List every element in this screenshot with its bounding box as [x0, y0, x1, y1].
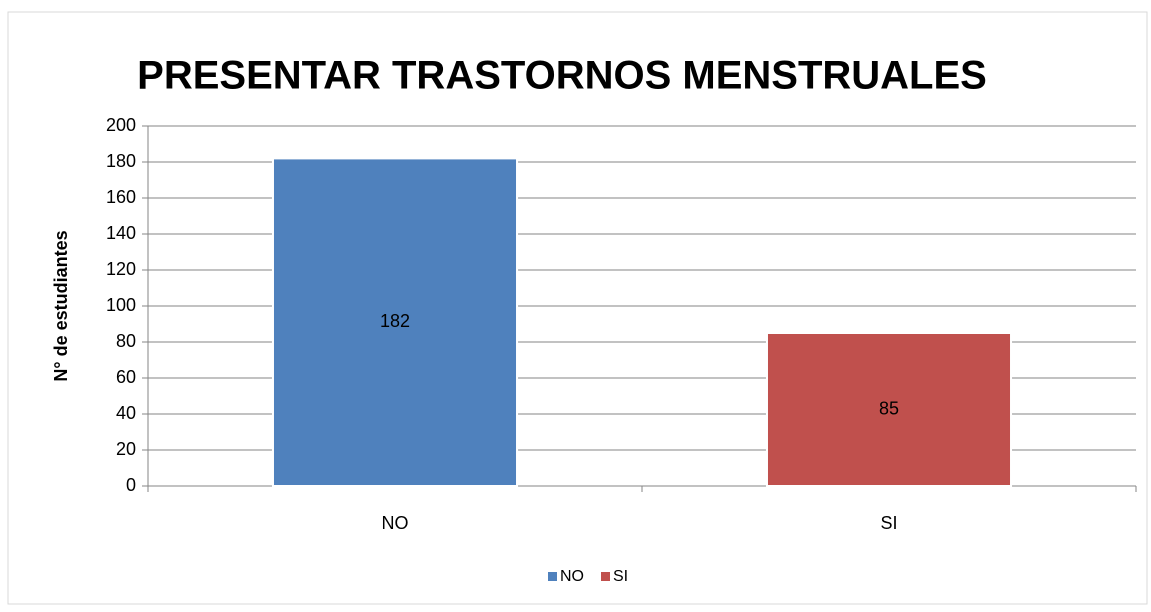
y-tick-label: 0 [126, 475, 136, 495]
y-tick-label: 120 [106, 259, 136, 279]
legend-label: NO [560, 568, 584, 585]
x-tick-label: SI [880, 513, 897, 533]
y-tick-label: 60 [116, 367, 136, 387]
y-axis-label: N° de estudiantes [51, 230, 71, 381]
y-tick-label: 100 [106, 295, 136, 315]
bar [271, 157, 519, 487]
data-label: 182 [380, 311, 410, 331]
y-tick-label: 40 [116, 403, 136, 423]
legend-swatch [601, 572, 610, 581]
y-tick-label: 180 [106, 151, 136, 171]
bar [765, 332, 1013, 487]
y-tick-label: 140 [106, 223, 136, 243]
legend-label: SI [613, 568, 628, 585]
y-tick-label: 200 [106, 115, 136, 135]
chart-border [7, 11, 1148, 605]
legend-swatch [548, 572, 557, 581]
data-label: 85 [879, 398, 899, 418]
y-tick-label: 160 [106, 187, 136, 207]
x-tick-label: NO [382, 513, 409, 533]
y-tick-label: 80 [116, 331, 136, 351]
y-tick-label: 20 [116, 439, 136, 459]
chart-title: PRESENTAR TRASTORNOS MENSTRUALES [137, 54, 987, 98]
